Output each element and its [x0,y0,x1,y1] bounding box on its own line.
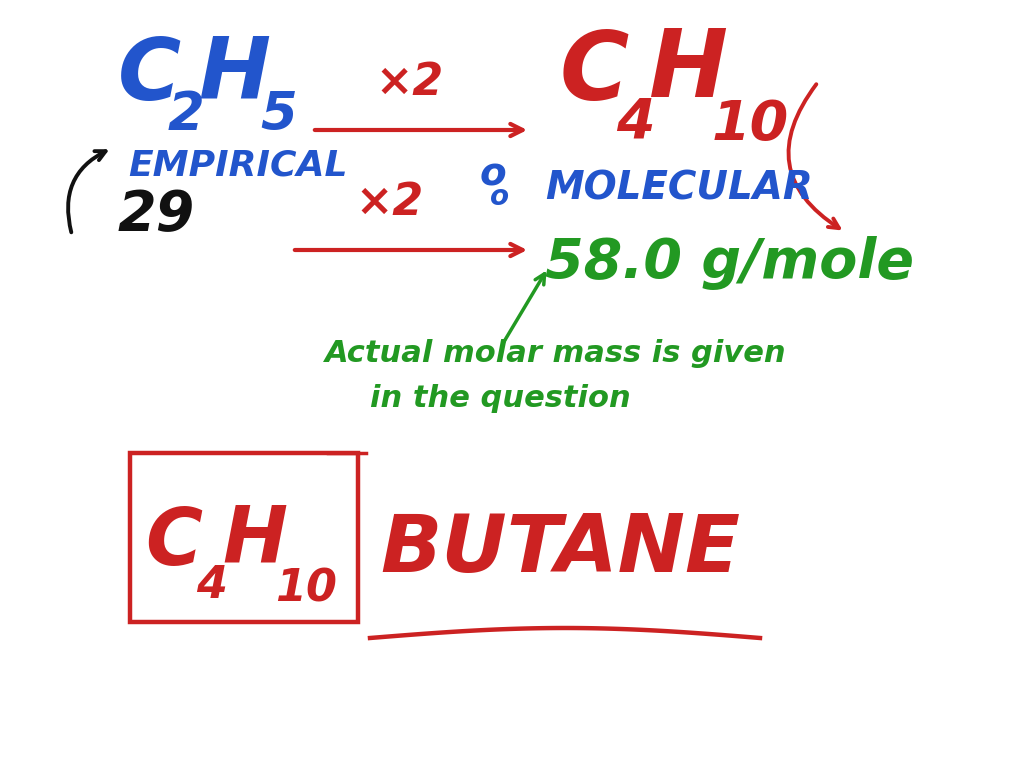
Text: H: H [648,25,727,117]
Text: Actual molar mass is given: Actual molar mass is given [325,339,786,368]
Text: EMPIRICAL: EMPIRICAL [128,148,347,182]
Bar [130,453,358,622]
Text: ×2: ×2 [375,61,443,104]
Text: MOLECULAR: MOLECULAR [545,170,813,208]
Text: 2: 2 [168,89,205,141]
Text: 10: 10 [712,98,790,152]
Text: 4: 4 [616,96,654,150]
Text: 5: 5 [260,89,297,141]
Text: 10: 10 [275,568,337,611]
Text: H: H [222,502,287,578]
Text: 58.0 g/mole: 58.0 g/mole [545,236,914,290]
Text: 4: 4 [196,564,227,607]
Text: ×2: ×2 [355,181,423,224]
Text: H: H [198,33,270,116]
Text: o: o [490,183,509,211]
Text: 29: 29 [118,188,196,242]
Text: C: C [560,28,630,120]
Text: BUTANE: BUTANE [380,511,740,589]
Text: in the question: in the question [370,384,631,413]
Text: o: o [480,155,507,193]
Text: C: C [118,35,181,118]
Text: C: C [145,505,202,581]
